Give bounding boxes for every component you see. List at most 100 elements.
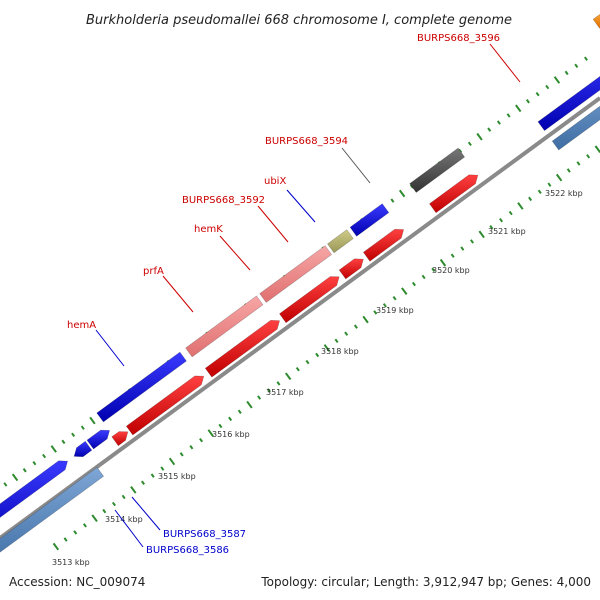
track-dot bbox=[411, 281, 416, 287]
track-dot bbox=[63, 537, 68, 542]
track-dot bbox=[564, 70, 569, 76]
track-dot bbox=[517, 202, 524, 210]
track-dot bbox=[71, 432, 76, 437]
cds-orange[interactable] bbox=[592, 11, 600, 29]
track-dot bbox=[586, 154, 591, 159]
cds-steel[interactable] bbox=[551, 70, 600, 151]
track-dot bbox=[594, 145, 600, 154]
track-dot bbox=[121, 494, 126, 500]
track-dot bbox=[476, 132, 483, 141]
track-dot bbox=[52, 542, 60, 551]
track-dot bbox=[470, 239, 475, 244]
track-dot bbox=[515, 104, 522, 113]
leader-line bbox=[257, 205, 289, 243]
cds-pink-prfA[interactable] bbox=[185, 295, 264, 358]
cds-red[interactable] bbox=[111, 431, 129, 447]
track-dot bbox=[315, 352, 320, 358]
cds-blue-hemA[interactable] bbox=[96, 351, 187, 423]
kbp-label: 3517 kbp bbox=[266, 388, 304, 397]
leader-line bbox=[219, 235, 251, 271]
track-dot bbox=[373, 310, 378, 315]
cds-red[interactable] bbox=[125, 375, 205, 436]
track-dot bbox=[487, 127, 492, 132]
track-dot bbox=[179, 452, 184, 457]
track-dot bbox=[506, 113, 511, 118]
cds-red[interactable] bbox=[362, 228, 405, 262]
cds-red[interactable] bbox=[429, 174, 479, 214]
track-dot bbox=[499, 217, 504, 223]
backbone-line bbox=[0, 96, 600, 540]
cds-blue[interactable] bbox=[0, 460, 68, 549]
track-dot bbox=[218, 423, 223, 429]
track-dot bbox=[150, 473, 155, 478]
track-dot bbox=[574, 63, 579, 68]
kbp-label: 3519 kbp bbox=[376, 306, 414, 315]
track-dot bbox=[207, 429, 214, 437]
cds-red[interactable] bbox=[279, 276, 340, 324]
track-dot bbox=[111, 501, 116, 507]
track-dot bbox=[398, 189, 406, 198]
track-dot bbox=[80, 425, 85, 430]
track-dot bbox=[566, 168, 571, 173]
track-dot bbox=[3, 482, 8, 487]
track-dot bbox=[61, 439, 66, 445]
kbp-label: 3515 kbp bbox=[158, 472, 196, 481]
cds-blue[interactable] bbox=[86, 429, 110, 450]
track-dot bbox=[362, 315, 369, 324]
gene-label-hemK[interactable]: hemK bbox=[194, 224, 223, 235]
kbp-label: 3514 kbp bbox=[105, 515, 143, 524]
track-dot bbox=[431, 267, 436, 273]
track-dot bbox=[353, 324, 358, 329]
track-dot bbox=[73, 530, 78, 535]
track-dot bbox=[555, 173, 563, 182]
track-dot bbox=[382, 303, 387, 308]
leader-line bbox=[286, 189, 316, 223]
gene-labels: hemA prfA hemK BURPS668_3592 ubiX BURPS6… bbox=[67, 33, 521, 556]
gene-label-burps3586[interactable]: BURPS668_3586 bbox=[146, 545, 229, 556]
kbp-label: 3518 kbp bbox=[321, 347, 359, 356]
track-dot bbox=[276, 381, 281, 386]
leader-line bbox=[131, 496, 161, 531]
kbp-scale: 3513 kbp 3514 kbp 3515 kbp 3516 kbp 3517… bbox=[52, 189, 583, 567]
gene-label-prfA[interactable]: prfA bbox=[143, 266, 164, 277]
leader-line bbox=[162, 275, 194, 313]
track-dot bbox=[528, 196, 533, 202]
cds-red[interactable] bbox=[204, 319, 280, 378]
track-dot bbox=[160, 466, 165, 471]
gene-label-burps3596[interactable]: BURPS668_3596 bbox=[417, 33, 500, 44]
leader-line bbox=[114, 509, 144, 548]
cds-gray[interactable] bbox=[409, 147, 466, 193]
kbp-label: 3520 kbp bbox=[432, 266, 470, 275]
cds-red[interactable] bbox=[338, 258, 364, 280]
track-dot bbox=[344, 331, 349, 336]
track-dot bbox=[467, 141, 472, 147]
cds-olive[interactable] bbox=[327, 229, 354, 254]
leader-line bbox=[341, 147, 371, 184]
track-dot bbox=[102, 508, 107, 514]
track-dot bbox=[450, 253, 455, 258]
track-dot bbox=[535, 91, 540, 97]
track-dot bbox=[295, 366, 300, 372]
cds-blue-ubiX[interactable] bbox=[349, 203, 390, 237]
track-dot bbox=[141, 480, 145, 485]
gene-label-ubiX[interactable]: ubiX bbox=[264, 176, 286, 187]
cds-blue[interactable] bbox=[537, 51, 600, 132]
gene-label-burps3592[interactable]: BURPS668_3592 bbox=[182, 195, 265, 206]
gene-label-hemA[interactable]: hemA bbox=[67, 320, 96, 331]
cds-blue[interactable] bbox=[73, 440, 93, 458]
track-dot bbox=[284, 372, 292, 381]
track-dot bbox=[489, 225, 494, 230]
track-dot bbox=[130, 486, 137, 494]
track-dot bbox=[460, 246, 465, 251]
kbp-label: 3521 kbp bbox=[488, 227, 526, 236]
track-dot bbox=[439, 258, 447, 267]
track-dot bbox=[82, 523, 87, 528]
cds-steel[interactable] bbox=[0, 466, 105, 571]
track-dot bbox=[50, 445, 57, 453]
gene-label-burps3594[interactable]: BURPS668_3594 bbox=[265, 136, 348, 147]
track-dot bbox=[266, 388, 271, 393]
track-dot bbox=[22, 468, 27, 473]
kbp-label: 3516 kbp bbox=[212, 430, 250, 439]
cds-pink-hemK[interactable] bbox=[259, 245, 333, 303]
gene-label-burps3587[interactable]: BURPS668_3587 bbox=[163, 529, 246, 540]
